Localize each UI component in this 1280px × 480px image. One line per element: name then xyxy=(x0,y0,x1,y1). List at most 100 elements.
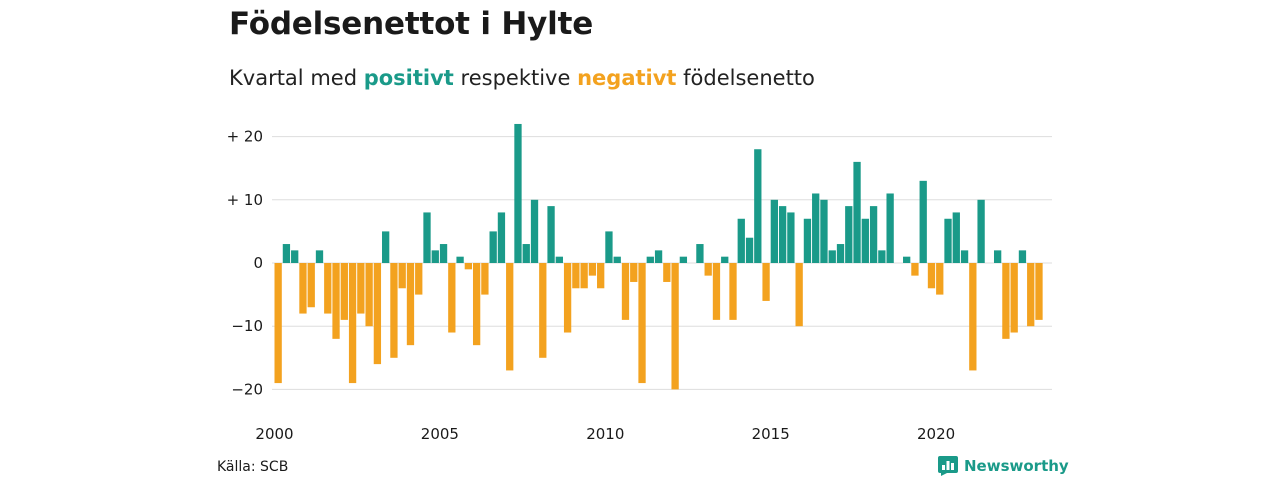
bar xyxy=(597,263,605,289)
bar xyxy=(936,263,944,295)
brand: Newsworthy xyxy=(938,456,1069,476)
bar xyxy=(307,263,315,308)
bar xyxy=(729,263,737,320)
bar xyxy=(506,263,514,371)
subtitle-middle: respektive xyxy=(460,66,571,90)
bar xyxy=(762,263,770,301)
bar xyxy=(274,263,282,384)
bar xyxy=(993,250,1002,263)
bar xyxy=(803,218,812,263)
bar xyxy=(886,193,894,263)
y-axis-ticks: −20 −10 0 + 10 + 20 xyxy=(227,128,263,399)
bar xyxy=(878,250,886,263)
bar xyxy=(357,263,365,314)
bar xyxy=(481,263,489,295)
bar xyxy=(679,256,688,263)
bar xyxy=(969,263,977,371)
bar xyxy=(745,237,754,263)
bar xyxy=(869,206,878,263)
chart-subtitle: Kvartal med positivt respektive negativt… xyxy=(229,66,815,90)
bar xyxy=(431,250,439,263)
source-label: Källa: SCB xyxy=(217,459,289,475)
bar xyxy=(373,263,382,365)
bar xyxy=(663,263,671,282)
bar xyxy=(903,256,911,263)
bar xyxy=(390,263,398,358)
bar xyxy=(820,199,828,263)
bar xyxy=(489,231,497,263)
bar xyxy=(861,218,869,263)
bars xyxy=(274,123,1043,390)
bar xyxy=(580,263,588,289)
subtitle-prefix: Kvartal med xyxy=(229,66,358,90)
bar xyxy=(472,263,481,346)
bar xyxy=(530,199,539,263)
x-tick-label: 2020 xyxy=(917,425,955,443)
bar xyxy=(952,212,960,263)
bar xyxy=(1027,263,1035,327)
x-tick-label: 2000 xyxy=(255,425,293,443)
chart-title: Födelsenettot i Hylte xyxy=(229,6,594,42)
bar xyxy=(415,263,423,295)
subtitle-positive-word: positivt xyxy=(363,66,454,90)
bar xyxy=(853,161,861,263)
bar xyxy=(712,263,721,320)
bar xyxy=(646,256,654,263)
bar xyxy=(778,206,787,263)
subtitle-suffix: födelsenetto xyxy=(683,66,815,90)
bar xyxy=(828,250,836,263)
bar xyxy=(630,263,638,282)
bar xyxy=(621,263,630,320)
bar xyxy=(514,123,522,264)
bar xyxy=(555,256,563,263)
bar xyxy=(324,263,332,314)
bar xyxy=(497,212,506,263)
newsworthy-logo-icon xyxy=(938,456,958,476)
bar xyxy=(795,263,803,327)
bar xyxy=(456,256,464,263)
x-axis-ticks: 2000 2005 2010 2015 2020 xyxy=(255,425,955,443)
bar xyxy=(572,263,580,289)
bar xyxy=(927,263,936,289)
y-tick-label: + 20 xyxy=(227,128,263,146)
bar xyxy=(1035,263,1043,320)
bar xyxy=(638,263,646,384)
bar xyxy=(382,231,390,263)
bar xyxy=(406,263,415,346)
bar xyxy=(282,244,291,263)
y-tick-label: 0 xyxy=(253,254,263,272)
x-tick-label: 2010 xyxy=(586,425,624,443)
bar xyxy=(911,263,919,276)
bar xyxy=(522,244,530,263)
bar xyxy=(291,250,299,263)
subtitle-negative-word: negativt xyxy=(577,66,677,90)
bar xyxy=(960,250,969,263)
bar xyxy=(423,212,431,263)
bar xyxy=(787,212,795,263)
y-tick-label: + 10 xyxy=(227,191,263,209)
bar xyxy=(944,218,952,263)
bar xyxy=(348,263,357,384)
bar xyxy=(812,193,820,263)
bar xyxy=(448,263,456,333)
bar xyxy=(671,263,679,390)
bar xyxy=(704,263,712,276)
bar xyxy=(1010,263,1018,333)
y-tick-label: −20 xyxy=(231,380,263,398)
bar xyxy=(721,256,729,263)
bar xyxy=(1002,263,1010,339)
bar xyxy=(613,256,621,263)
bar xyxy=(398,263,406,289)
brand-name: Newsworthy xyxy=(964,457,1069,475)
bar xyxy=(464,263,473,270)
bar xyxy=(919,180,927,263)
bar xyxy=(439,244,448,263)
x-tick-label: 2015 xyxy=(752,425,790,443)
y-tick-label: −10 xyxy=(231,317,263,335)
bar xyxy=(770,199,778,263)
x-tick-label: 2005 xyxy=(421,425,459,443)
bar xyxy=(696,244,704,263)
bar xyxy=(754,149,762,263)
bar xyxy=(588,263,597,276)
